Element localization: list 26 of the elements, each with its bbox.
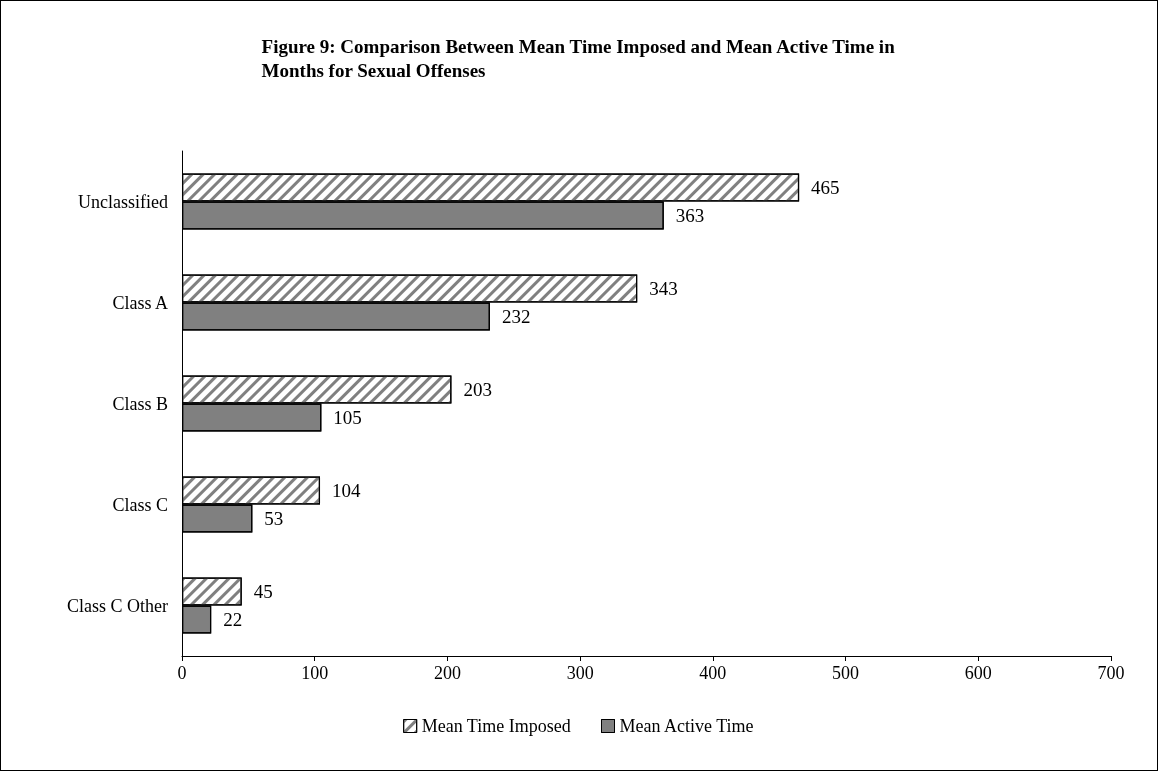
- data-label: 465: [811, 177, 840, 198]
- data-label: 104: [332, 480, 362, 501]
- x-tick-label: 300: [566, 663, 594, 683]
- legend-label: Mean Active Time: [619, 716, 754, 736]
- data-label: 232: [501, 306, 531, 327]
- data-label: 105: [333, 407, 362, 428]
- x-tick-label: 500: [832, 663, 860, 683]
- data-label: 343: [649, 278, 678, 299]
- data-label: 53: [264, 508, 284, 529]
- data-label: 363: [675, 205, 705, 226]
- y-tick-label: Class C: [112, 494, 168, 515]
- x-tick-label: 700: [1097, 663, 1125, 683]
- y-tick-label: Class A: [112, 292, 168, 313]
- x-tick-label: 600: [964, 663, 992, 683]
- chart-title: Figure 9: Comparison Between Mean Time Imposed and Mean Active Time in Months for Sexual Offenses: [261, 35, 896, 81]
- y-tick-label: Unclassified: [78, 191, 168, 212]
- x-tick-label: 400: [699, 663, 727, 683]
- x-tick-label: 0: [177, 663, 187, 683]
- data-label: 45: [253, 581, 273, 602]
- data-label: 203: [463, 379, 492, 400]
- y-tick-label: Class C Other: [67, 595, 168, 616]
- y-tick-label: Class B: [112, 393, 168, 414]
- x-tick-label: 200: [433, 663, 461, 683]
- legend-label: Mean Time Imposed: [421, 716, 571, 736]
- data-label: 22: [223, 609, 243, 630]
- x-tick-label: 100: [301, 663, 329, 683]
